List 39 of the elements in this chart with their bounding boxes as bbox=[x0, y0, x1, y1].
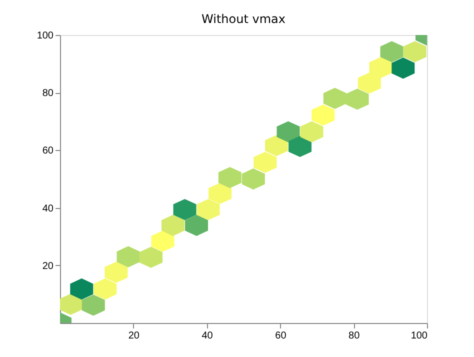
chart-title: Without vmax bbox=[202, 12, 286, 26]
point bbox=[346, 88, 369, 110]
point bbox=[323, 88, 346, 109]
point bbox=[94, 278, 117, 300]
x-tick-label: 40 bbox=[202, 330, 214, 342]
point bbox=[218, 166, 242, 188]
point bbox=[380, 41, 404, 62]
x-tick-label: 60 bbox=[275, 330, 287, 342]
point bbox=[208, 182, 232, 204]
x-tick-label: 80 bbox=[348, 330, 360, 342]
point bbox=[392, 58, 415, 79]
y-tick-label: 20 bbox=[42, 260, 54, 272]
point bbox=[116, 246, 140, 268]
point bbox=[403, 41, 426, 62]
point bbox=[196, 198, 220, 220]
point bbox=[173, 198, 196, 220]
point bbox=[140, 246, 163, 268]
y-tick-label: 80 bbox=[42, 88, 54, 100]
point bbox=[82, 294, 105, 316]
point bbox=[70, 278, 94, 300]
point bbox=[358, 72, 381, 94]
x-tick-label: 20 bbox=[128, 330, 140, 342]
point bbox=[185, 214, 208, 236]
y-tick-label: 100 bbox=[36, 30, 54, 42]
point bbox=[254, 152, 277, 173]
y-tick-label: 60 bbox=[42, 146, 54, 157]
point bbox=[104, 262, 128, 283]
point bbox=[265, 135, 288, 156]
y-tick-label: 40 bbox=[42, 203, 54, 214]
point bbox=[242, 168, 265, 190]
point bbox=[300, 121, 324, 142]
point bbox=[276, 121, 300, 142]
point bbox=[162, 214, 185, 236]
x-tick-label: 100 bbox=[410, 330, 428, 342]
point bbox=[369, 56, 392, 78]
point bbox=[60, 294, 82, 315]
point bbox=[151, 230, 174, 252]
point bbox=[312, 104, 335, 126]
point bbox=[288, 136, 312, 158]
